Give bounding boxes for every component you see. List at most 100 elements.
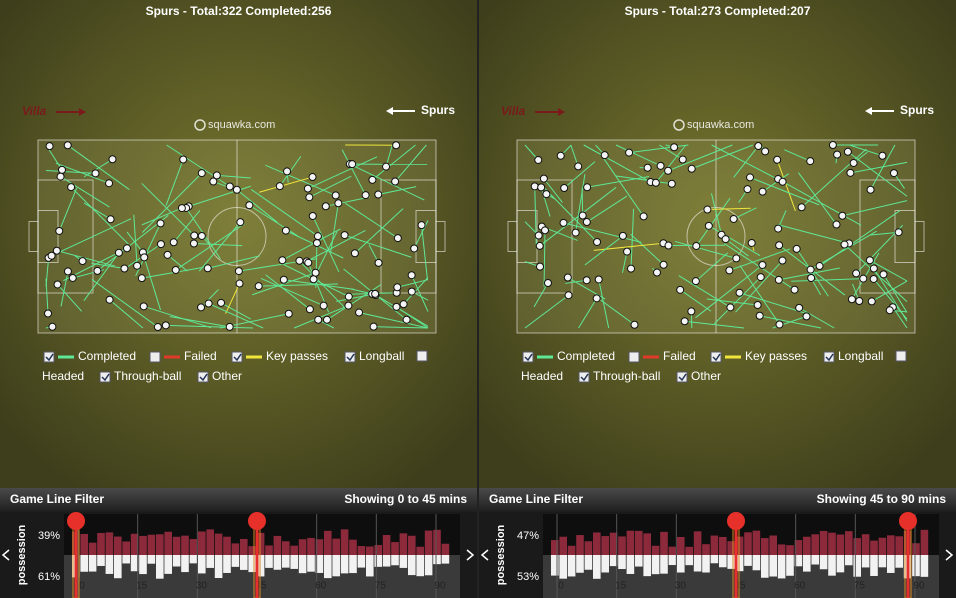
pass-origin (161, 321, 170, 330)
pass-origin (217, 298, 226, 307)
pass (615, 144, 661, 167)
possession-label: possession (495, 524, 507, 585)
possession-bar (685, 546, 693, 555)
pass (695, 264, 763, 319)
possession-bar (164, 531, 172, 555)
pass (739, 292, 805, 314)
possession-bar (181, 555, 189, 573)
slider-handle[interactable] (67, 512, 85, 530)
pass-origin (556, 151, 565, 160)
checkbox[interactable] (676, 371, 688, 383)
checkbox[interactable] (522, 351, 534, 363)
legend-label: Failed (663, 349, 696, 363)
possession-bar (433, 529, 441, 555)
pass (710, 193, 722, 235)
pass-origin (867, 297, 876, 306)
possession-bar (727, 555, 735, 569)
possession-bar (290, 545, 298, 555)
nav-right[interactable] (945, 549, 954, 561)
possession-bar (80, 555, 88, 572)
possession-bar (719, 536, 727, 555)
slider-handle[interactable] (899, 512, 917, 530)
key-pass (707, 207, 751, 211)
check (524, 353, 533, 362)
nav-left[interactable] (1, 549, 10, 561)
possession-bar (601, 555, 609, 573)
pass-origin (758, 187, 767, 196)
possession-bar (156, 534, 164, 555)
pass-origin (623, 247, 632, 256)
possession-bar (794, 540, 803, 555)
time-tick: 60 (794, 581, 806, 592)
possession-bar (887, 535, 895, 555)
checkbox[interactable] (43, 351, 55, 363)
pass (759, 315, 822, 329)
possession-bar (366, 555, 374, 577)
checkbox[interactable] (578, 371, 590, 383)
pass (193, 242, 243, 247)
pass (594, 295, 635, 326)
pass (798, 307, 835, 329)
checkbox[interactable] (895, 350, 907, 362)
pass-origin (778, 256, 787, 265)
possession-bar (887, 555, 895, 573)
slider-handle[interactable] (248, 512, 266, 530)
possession-bar (349, 539, 357, 555)
pass (733, 207, 757, 220)
possession-bar (761, 555, 769, 578)
pass-origin (55, 226, 64, 235)
possession-bar (828, 532, 836, 555)
pass-origin (114, 248, 123, 257)
pass-origin (806, 157, 815, 166)
checkbox[interactable] (344, 351, 356, 363)
possession-bar (803, 536, 811, 555)
possession-bar (97, 555, 105, 566)
possession-bar (88, 542, 97, 555)
possession-bar (282, 555, 290, 568)
nav-right[interactable] (466, 549, 475, 561)
checkbox[interactable] (710, 351, 722, 363)
possession-bar (88, 555, 97, 572)
checkbox[interactable] (823, 351, 835, 363)
checkbox[interactable] (149, 351, 161, 363)
pass-origin (234, 267, 243, 276)
possession-bar (231, 555, 240, 567)
possession-bar (777, 544, 786, 555)
pass (265, 274, 311, 310)
checkbox[interactable] (99, 371, 111, 383)
possession-bar (651, 555, 660, 575)
pass-origin (197, 231, 206, 240)
pass-origin (45, 142, 54, 151)
possession-bar (340, 529, 349, 555)
pass-origin (348, 160, 357, 169)
checkbox[interactable] (197, 371, 209, 383)
checkbox[interactable] (231, 351, 243, 363)
pass (842, 200, 908, 217)
pass-origin (91, 169, 100, 178)
pass-origin (815, 262, 824, 271)
pass-origin (382, 162, 391, 171)
pass-origin (847, 295, 856, 304)
pass (586, 195, 628, 223)
nav-left[interactable] (480, 549, 489, 561)
possession-bar (920, 529, 929, 555)
possession-bar (584, 541, 593, 555)
checkbox[interactable] (416, 350, 428, 362)
pass-origin (849, 158, 858, 167)
pass-origin (163, 250, 172, 259)
pass (325, 196, 370, 207)
possession-bar (374, 544, 382, 555)
possession-bar (861, 534, 870, 555)
pass (711, 144, 783, 183)
possession-bar (298, 555, 307, 574)
pass (684, 320, 745, 329)
pass-origin (56, 172, 65, 181)
slider-handle[interactable] (727, 512, 745, 530)
possession-bar (710, 555, 719, 564)
pass-origin (852, 269, 861, 278)
checkbox[interactable] (628, 351, 640, 363)
pass-origin (304, 258, 313, 267)
pass (83, 158, 113, 178)
pass (871, 280, 908, 302)
pass-origin (583, 183, 592, 192)
